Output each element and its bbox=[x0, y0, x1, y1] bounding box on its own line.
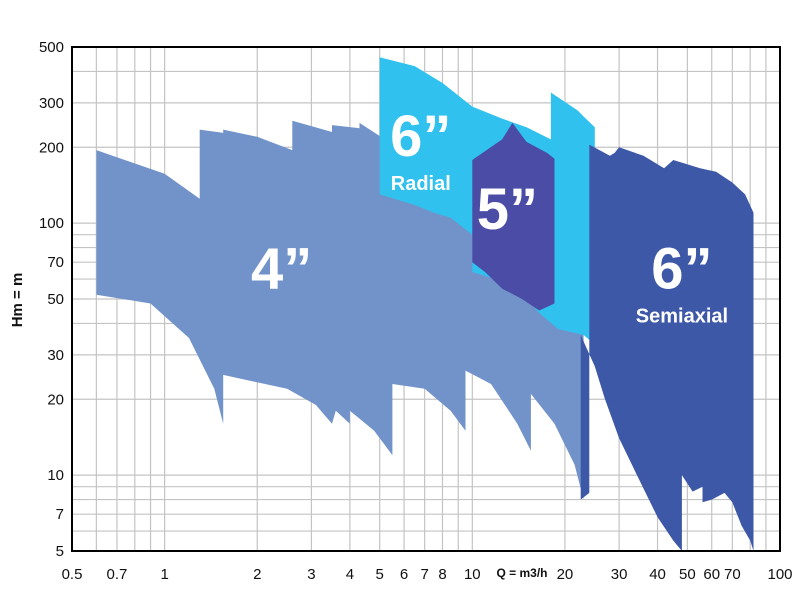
y-axis-ticks: 5 7 10 20 30 50 70 100 200 300 500 bbox=[39, 39, 64, 560]
x-axis-label: Q = m3/h bbox=[496, 566, 547, 580]
zone-label-4: 6” bbox=[651, 237, 712, 302]
x-tick-label: 30 bbox=[611, 566, 628, 583]
x-tick-label: 0.5 bbox=[62, 566, 83, 583]
zone-label-2: 6” bbox=[390, 104, 451, 169]
zone-label-3: 5” bbox=[477, 177, 538, 242]
x-tick-label: 6 bbox=[400, 566, 408, 583]
y-tick-label: 200 bbox=[39, 139, 64, 156]
y-tick-label: 7 bbox=[56, 506, 64, 523]
x-tick-label: 2 bbox=[253, 566, 261, 583]
y-tick-label: 500 bbox=[39, 39, 64, 56]
x-tick-label: 50 bbox=[679, 566, 696, 583]
x-tick-label: 3 bbox=[307, 566, 315, 583]
zone-label-1: 4” bbox=[251, 237, 312, 302]
x-tick-label: 7 bbox=[420, 566, 428, 583]
x-tick-label: 8 bbox=[438, 566, 446, 583]
x-tick-label: 4 bbox=[346, 566, 354, 583]
y-tick-label: 30 bbox=[47, 347, 64, 364]
x-tick-label: 40 bbox=[649, 566, 666, 583]
zone-sublabel-2: Radial bbox=[391, 173, 451, 195]
y-axis-label: Hm = m bbox=[9, 273, 26, 328]
plot-frame bbox=[71, 46, 781, 552]
y-tick-label: 50 bbox=[47, 291, 64, 308]
x-tick-label: 0.7 bbox=[107, 566, 128, 583]
zone-labels: 4” 6” Radial 5” 6” Semiaxial bbox=[251, 104, 728, 328]
x-tick-label: 70 bbox=[724, 566, 741, 583]
x-tick-label: 10 bbox=[464, 566, 481, 583]
zone-sublabel-4: Semiaxial bbox=[636, 306, 728, 328]
x-tick-label: 60 bbox=[703, 566, 720, 583]
x-tick-label: 1 bbox=[160, 566, 168, 583]
x-tick-label: 5 bbox=[376, 566, 384, 583]
x-axis-ticks: 0.5 0.7 1 2 3 4 5 6 7 8 10 20 30 40 50 60 70 100 bbox=[62, 566, 793, 583]
zone-area-3 bbox=[472, 122, 555, 311]
y-tick-label: 70 bbox=[47, 254, 64, 271]
y-tick-label: 300 bbox=[39, 95, 64, 112]
y-tick-label: 5 bbox=[56, 543, 64, 560]
y-tick-label: 100 bbox=[39, 215, 64, 232]
y-tick-label: 10 bbox=[47, 467, 64, 484]
y-tick-label: 20 bbox=[47, 391, 64, 408]
zone-area-4 bbox=[580, 144, 754, 551]
x-tick-label: 20 bbox=[557, 566, 574, 583]
zones bbox=[96, 57, 754, 551]
x-tick-label: 100 bbox=[767, 566, 792, 583]
